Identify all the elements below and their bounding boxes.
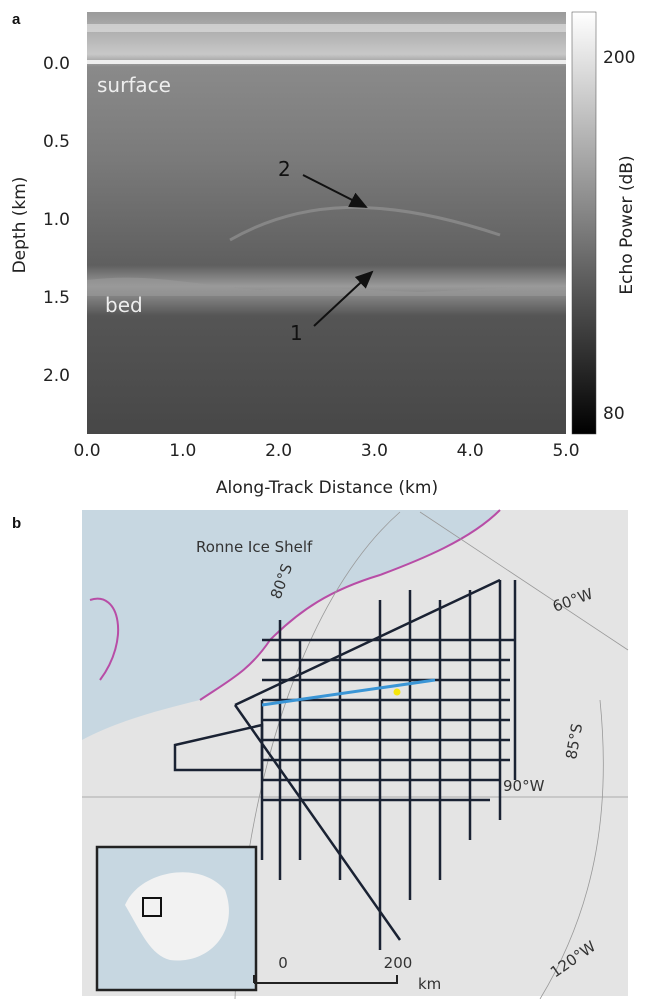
annotation: 2 [278, 157, 291, 181]
scale-label: km [418, 975, 441, 993]
colorbar-label: Echo Power (dB) [617, 155, 637, 294]
colorbar-tick: 80 [603, 404, 625, 424]
y-tick-label: 0.0 [43, 54, 70, 74]
y-tick-label: 1.0 [43, 210, 70, 230]
figure: a 0.0 0.5 1.0 1.5 2.0 0.0 1.0 2.0 3.0 4.0 5.0 Dept… [0, 0, 652, 999]
y-axis-label: Depth (km) [10, 177, 30, 274]
annotation: surface [97, 73, 171, 97]
y-tick-label: 1.5 [43, 288, 70, 308]
annotation: bed [105, 293, 143, 317]
graticule-label: 90°W [503, 777, 545, 795]
x-axis-label: Along-Track Distance (km) [216, 478, 438, 498]
annotation: 1 [290, 321, 303, 345]
scale-label: 200 [384, 954, 413, 972]
x-tick-label: 2.0 [265, 441, 292, 461]
x-tick-label: 4.0 [457, 441, 484, 461]
colorbar-tick: 200 [603, 48, 635, 68]
map [82, 510, 628, 999]
colorbar [572, 12, 596, 434]
place-label: Ronne Ice Shelf [196, 538, 313, 556]
x-tick-label: 1.0 [169, 441, 196, 461]
y-tick-label: 2.0 [43, 366, 70, 386]
scale-label: 0 [278, 954, 288, 972]
y-tick-label: 0.5 [43, 132, 70, 152]
panel-label: a [12, 11, 21, 28]
x-tick-label: 5.0 [552, 441, 579, 461]
x-tick-label: 3.0 [361, 441, 388, 461]
panel-label: b [12, 515, 21, 532]
x-tick-label: 0.0 [73, 441, 100, 461]
